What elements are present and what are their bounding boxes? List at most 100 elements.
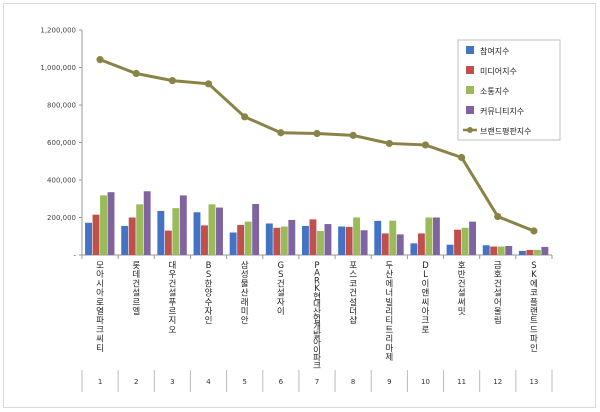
bar-4-7 (324, 224, 332, 255)
rank-number-11: 11 (457, 378, 466, 386)
bar-3-1 (100, 195, 107, 255)
bar-4-3 (179, 195, 187, 255)
rank-number-12: 12 (493, 378, 502, 386)
bar-1-2 (121, 225, 129, 255)
y-tick-label: 800,000 (47, 102, 76, 110)
bar-2-1 (92, 214, 100, 255)
bar-1-6 (265, 223, 273, 255)
brand-index-point-7 (313, 129, 321, 138)
bar-3-3 (172, 208, 180, 255)
rank-number-1: 1 (98, 378, 102, 386)
bar-4-4 (216, 207, 223, 255)
bar-4-12 (505, 246, 513, 255)
legend-line-marker (467, 127, 473, 133)
bar-4-6 (288, 219, 296, 255)
legend-label-2: 미디어지수 (480, 66, 517, 76)
brand-index-point-12 (494, 212, 502, 221)
rank-number-3: 3 (170, 378, 174, 386)
bar-3-12 (497, 246, 505, 255)
bar-4-9 (396, 234, 404, 255)
brand-index-point-6 (277, 129, 285, 137)
brand-index-point-2 (132, 69, 140, 78)
y-tick-label: 400,000 (47, 177, 76, 185)
rank-number-9: 9 (387, 378, 391, 386)
bar-2-4 (201, 225, 208, 255)
bar-4-2 (143, 191, 151, 255)
bar-3-4 (208, 204, 216, 255)
rank-number-7: 7 (315, 378, 319, 386)
bar-2-12 (490, 246, 498, 255)
legend-swatch-2 (466, 66, 474, 74)
bar-3-13 (533, 249, 541, 255)
bar-1-3 (157, 210, 165, 255)
bar-1-1 (85, 222, 92, 255)
legend-label-3: 소통지수 (480, 87, 509, 96)
y-tick-label: 1,000,000 (40, 64, 76, 72)
rank-number-6: 6 (279, 378, 284, 386)
bar-1-8 (338, 226, 346, 255)
rank-number-2: 2 (134, 378, 138, 386)
bar-1-5 (229, 232, 237, 255)
bar-3-11 (461, 227, 469, 255)
bar-3-6 (280, 226, 288, 255)
rank-number-5: 5 (242, 378, 246, 386)
bar-2-13 (526, 249, 534, 255)
brand-index-point-4 (204, 80, 213, 88)
legend-swatch-4 (466, 106, 474, 114)
rank-number-8: 8 (351, 378, 355, 386)
bar-3-9 (389, 220, 397, 255)
rank-number-10: 10 (421, 378, 430, 386)
brand-index-point-9 (385, 139, 393, 148)
brand-index-point-11 (458, 153, 466, 162)
bar-1-12 (482, 245, 490, 255)
bar-3-2 (136, 204, 144, 255)
brand-index-point-3 (168, 77, 176, 85)
brand-index-point-5 (241, 113, 249, 121)
bar-2-10 (417, 233, 425, 255)
y-tick-label: 1,200,000 (40, 27, 76, 35)
bar-4-1 (107, 192, 115, 255)
y-tick-label: - (73, 252, 76, 260)
bar-2-9 (381, 233, 389, 255)
bar-1-10 (410, 243, 418, 255)
bar-3-5 (244, 221, 252, 255)
bar-4-5 (252, 204, 260, 255)
bar-2-6 (273, 227, 281, 255)
legend-box (457, 39, 561, 141)
bar-1-13 (518, 250, 526, 255)
rank-number-4: 4 (206, 378, 211, 386)
bar-2-7 (309, 219, 317, 255)
bar-1-9 (374, 220, 382, 255)
bar-1-7 (302, 225, 309, 255)
bar-4-10 (432, 217, 440, 255)
rank-number-13: 13 (529, 378, 538, 386)
y-tick-label: 200,000 (47, 214, 76, 222)
bar-4-11 (469, 221, 477, 255)
bar-3-8 (353, 217, 361, 255)
bar-3-7 (317, 231, 324, 255)
brand-index-point-10 (421, 141, 430, 149)
y-tick-label: 600,000 (47, 139, 76, 147)
bar-1-11 (446, 244, 454, 255)
legend-label-4: 커뮤니티지수 (480, 106, 524, 116)
brand-index-point-1 (96, 56, 104, 64)
bar-2-8 (345, 226, 353, 255)
bar-2-2 (128, 217, 136, 255)
bar-4-13 (541, 246, 549, 255)
legend-label-line: 브랜드평판지수 (480, 126, 532, 136)
brand-index-point-8 (349, 131, 357, 139)
bar-3-10 (425, 217, 433, 255)
bar-2-5 (237, 225, 245, 255)
